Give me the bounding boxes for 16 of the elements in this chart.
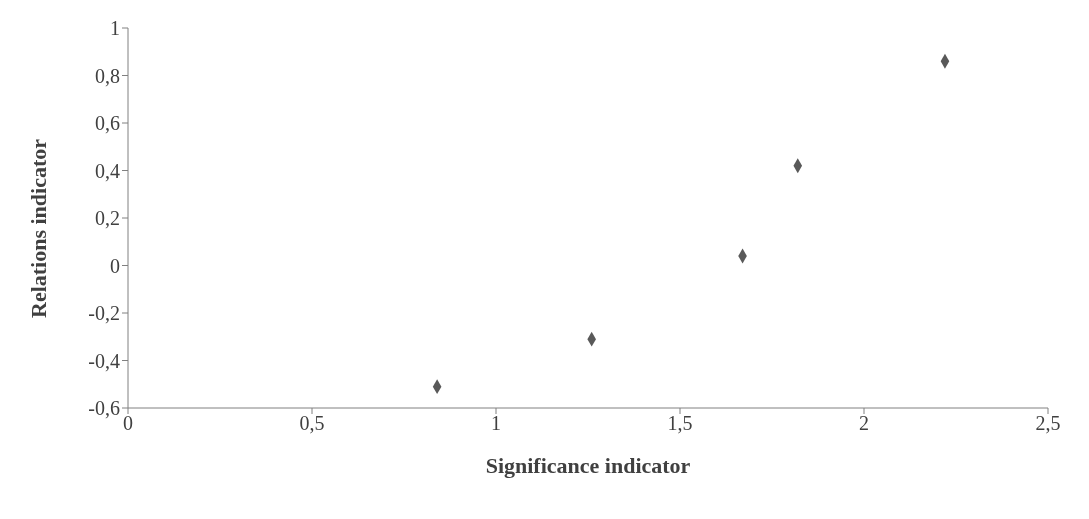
y-tick-label: 0,8: [95, 64, 120, 87]
x-axis-title: Significance indicator: [485, 453, 691, 478]
x-tick-label: 0,5: [299, 412, 325, 435]
y-tick-label: -0,4: [88, 349, 120, 372]
y-tick-label: 0: [110, 254, 120, 277]
x-tick-label: 1: [491, 412, 501, 435]
y-tick-label: 1: [110, 17, 120, 40]
y-tick-label: 0,4: [95, 159, 120, 182]
y-axis-title: Relations indicator: [25, 138, 51, 318]
y-tick-label: 0,2: [95, 207, 120, 230]
x-tick-label: 2,5: [1035, 412, 1061, 435]
y-tick-label: -0,6: [88, 397, 120, 420]
y-tick-label: -0,2: [88, 302, 120, 325]
x-tick-label: 2: [859, 412, 869, 435]
x-tick-label: 1,5: [667, 412, 693, 435]
y-tick-label: 0,6: [95, 112, 120, 135]
